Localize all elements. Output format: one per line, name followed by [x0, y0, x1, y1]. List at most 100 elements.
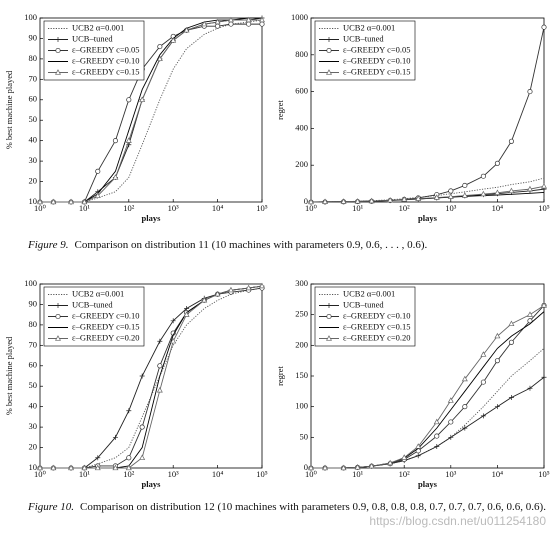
series-marker — [156, 386, 163, 393]
legend-label: ε–GREEDY c=0.15 — [343, 66, 411, 76]
series-marker — [170, 37, 177, 43]
legend-label: ε–GREEDY c=0.15 — [72, 66, 140, 76]
series-marker — [401, 454, 408, 460]
series-line — [311, 348, 545, 469]
series-marker — [480, 379, 486, 385]
legend-label: ε–GREEDY c=0.10 — [343, 55, 411, 65]
series-marker — [37, 464, 43, 471]
series-marker — [494, 160, 500, 166]
series-marker — [126, 408, 132, 414]
chart: 0 50 100 150 200 250 300 10⁰ 10¹ 10² 10³ 10⁴ 10⁵ play… — [275, 278, 550, 489]
series-marker — [494, 189, 501, 195]
series-marker — [157, 363, 163, 369]
series-marker — [526, 185, 533, 192]
legend-marker — [326, 47, 332, 54]
series-marker — [157, 338, 163, 344]
series-marker — [541, 183, 547, 189]
series-marker — [527, 385, 533, 391]
series-marker — [415, 453, 421, 459]
y-tick-label: 30 — [29, 155, 38, 165]
y-tick-label: 150 — [295, 370, 308, 380]
x-tick-label: 10² — [399, 469, 411, 479]
series-marker — [387, 197, 394, 203]
x-tick-label: 10⁵ — [256, 469, 268, 479]
x-axis-label: plays — [142, 213, 162, 223]
y-tick-label: 70 — [29, 73, 38, 83]
y-axis-label: regret — [275, 365, 285, 385]
y-tick-label: 100 — [24, 278, 37, 288]
series-line — [40, 19, 263, 203]
y-axis-label: regret — [275, 99, 285, 119]
series-marker — [480, 351, 487, 357]
series-line — [311, 305, 545, 469]
x-tick-label: 10⁴ — [492, 203, 504, 213]
y-tick-label: 10 — [29, 196, 38, 206]
series-marker — [434, 433, 440, 439]
legend-label: ε–GREEDY c=0.10 — [72, 310, 140, 320]
series-marker — [434, 444, 440, 450]
y-tick-label: 0 — [304, 196, 308, 206]
series-marker — [462, 404, 468, 410]
legend-label: UCB2 α=0.001 — [343, 288, 395, 298]
legend-label: ε–GREEDY c=0.10 — [343, 310, 411, 320]
y-axis-label: % best machine played — [4, 336, 14, 415]
series-marker — [448, 434, 454, 440]
x-tick-label: 10³ — [445, 203, 457, 213]
legend-label: ε–GREEDY c=0.20 — [343, 332, 411, 342]
y-tick-label: 10 — [29, 462, 38, 472]
y-tick-label: 100 — [24, 12, 37, 22]
series-marker — [94, 192, 101, 199]
legend-label: UCB–tuned — [343, 33, 384, 43]
chart: 10 20 30 40 50 60 70 80 90 100 10⁰ 10¹ 10² 10³ 10⁴ 10⁵ p… — [4, 12, 268, 223]
y-tick-label: 80 — [29, 319, 38, 329]
series-marker — [259, 21, 265, 27]
x-axis-label: plays — [418, 479, 438, 489]
x-tick-label: 10² — [399, 203, 411, 213]
series-marker — [112, 464, 119, 471]
y-tick-label: 300 — [295, 278, 308, 288]
series-marker — [527, 318, 533, 324]
x-axis-label: plays — [142, 479, 162, 489]
series-marker — [308, 464, 314, 471]
x-axis-label: plays — [418, 213, 438, 223]
y-tick-label: 20 — [29, 176, 38, 186]
series-marker — [508, 187, 515, 194]
watermark: https://blog.csdn.net/u011254180 — [369, 514, 546, 528]
series-marker — [541, 302, 547, 308]
y-tick-label: 200 — [295, 159, 308, 169]
series-marker — [526, 311, 533, 317]
series-marker — [461, 192, 468, 198]
series-marker — [508, 138, 514, 144]
series-marker — [462, 182, 468, 188]
y-tick-label: 90 — [29, 298, 38, 308]
series-marker — [541, 374, 547, 380]
x-tick-label: 10¹ — [79, 203, 91, 213]
legend-marker — [326, 303, 332, 308]
series-marker — [215, 23, 221, 29]
series-marker — [139, 373, 145, 379]
series-marker — [461, 375, 468, 382]
y-tick-label: 70 — [29, 339, 38, 349]
series-marker — [112, 138, 118, 144]
x-tick-label: 10⁴ — [492, 469, 504, 479]
series-marker — [322, 464, 329, 471]
series-marker — [480, 413, 486, 419]
series-line — [311, 376, 545, 469]
series-line — [310, 191, 545, 203]
series-marker — [480, 190, 487, 197]
series-marker — [95, 168, 101, 174]
legend-label: ε–GREEDY c=0.05 — [72, 44, 140, 54]
legend-marker — [326, 69, 332, 75]
series-marker — [139, 96, 146, 102]
series-marker — [68, 464, 75, 471]
series-marker — [228, 21, 234, 27]
legend-label: UCB–tuned — [343, 299, 384, 309]
series-marker — [112, 174, 119, 180]
y-tick-label: 250 — [295, 309, 308, 319]
y-axis-label: % best machine played — [4, 70, 14, 149]
series-marker — [508, 394, 514, 400]
legend-marker — [55, 335, 61, 341]
legend-label: ε–GREEDY c=0.15 — [72, 321, 140, 331]
series-marker — [112, 434, 118, 440]
